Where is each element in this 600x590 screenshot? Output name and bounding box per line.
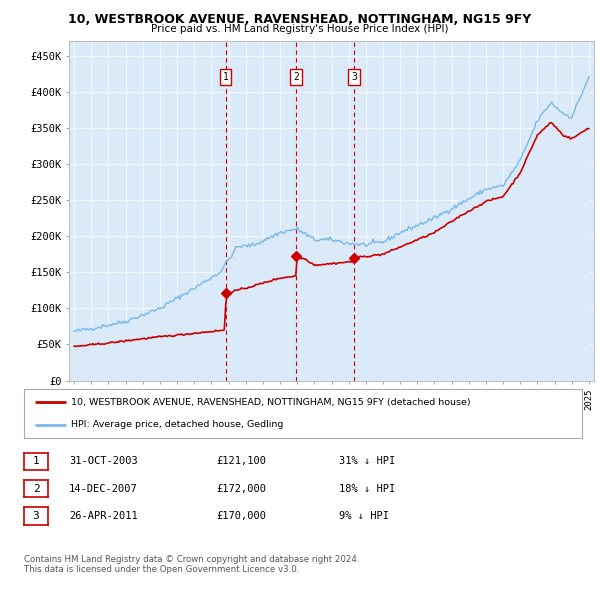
Text: 1: 1 — [32, 457, 40, 466]
Text: 18% ↓ HPI: 18% ↓ HPI — [339, 484, 395, 493]
Text: HPI: Average price, detached house, Gedling: HPI: Average price, detached house, Gedl… — [71, 420, 284, 429]
Text: 3: 3 — [351, 73, 357, 83]
Text: 2: 2 — [293, 73, 299, 83]
Text: 31-OCT-2003: 31-OCT-2003 — [69, 457, 138, 466]
Text: 1: 1 — [223, 73, 229, 83]
Text: 14-DEC-2007: 14-DEC-2007 — [69, 484, 138, 493]
Text: £121,100: £121,100 — [216, 457, 266, 466]
Text: £170,000: £170,000 — [216, 511, 266, 520]
Text: 2: 2 — [32, 484, 40, 493]
Text: 10, WESTBROOK AVENUE, RAVENSHEAD, NOTTINGHAM, NG15 9FY: 10, WESTBROOK AVENUE, RAVENSHEAD, NOTTIN… — [68, 13, 532, 26]
Text: 26-APR-2011: 26-APR-2011 — [69, 511, 138, 520]
Text: 3: 3 — [32, 511, 40, 520]
Text: Price paid vs. HM Land Registry's House Price Index (HPI): Price paid vs. HM Land Registry's House … — [151, 24, 449, 34]
Text: 10, WESTBROOK AVENUE, RAVENSHEAD, NOTTINGHAM, NG15 9FY (detached house): 10, WESTBROOK AVENUE, RAVENSHEAD, NOTTIN… — [71, 398, 471, 407]
Text: Contains HM Land Registry data © Crown copyright and database right 2024.
This d: Contains HM Land Registry data © Crown c… — [24, 555, 359, 574]
Text: 9% ↓ HPI: 9% ↓ HPI — [339, 511, 389, 520]
Text: £172,000: £172,000 — [216, 484, 266, 493]
Text: 31% ↓ HPI: 31% ↓ HPI — [339, 457, 395, 466]
